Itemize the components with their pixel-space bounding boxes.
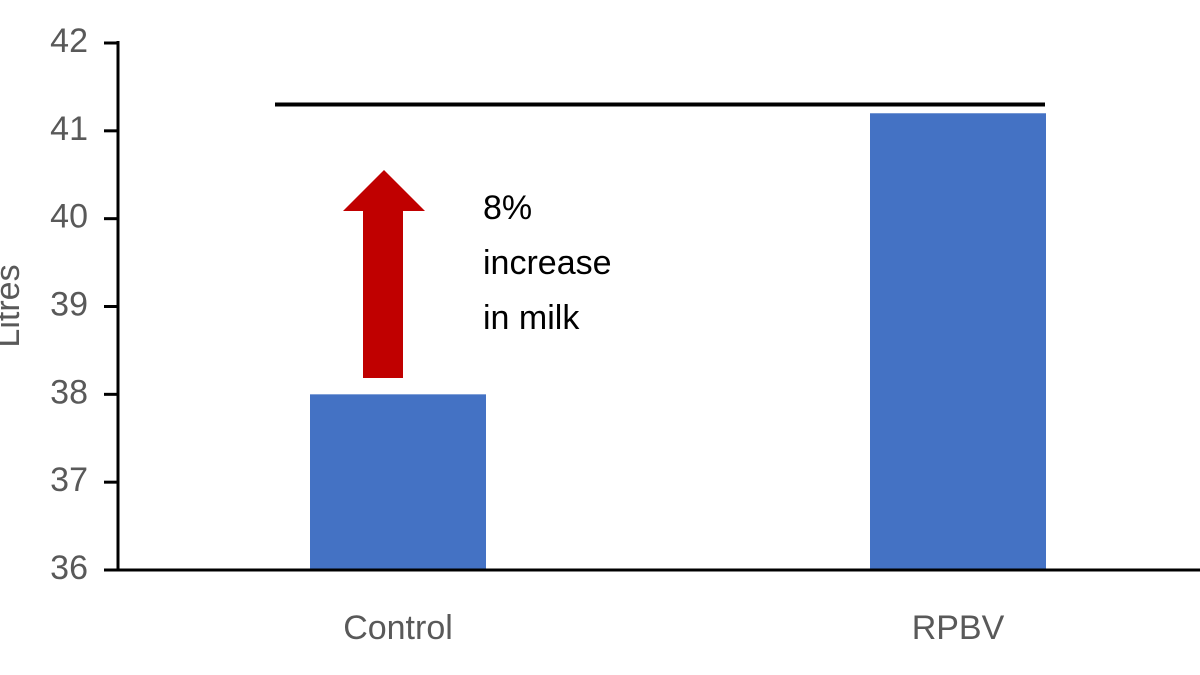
y-axis-label: Litres — [0, 264, 27, 347]
y-tick-label: 41 — [50, 110, 88, 148]
bar — [870, 113, 1046, 571]
bar — [310, 394, 486, 570]
x-tick-label: Control — [343, 609, 453, 647]
y-tick-label: 36 — [50, 549, 88, 587]
y-tick-label: 37 — [50, 461, 88, 499]
y-tick-label: 39 — [50, 285, 88, 323]
y-tick-label: 38 — [50, 373, 88, 411]
y-tick-label: 40 — [50, 198, 88, 236]
annotation-line: 8% — [483, 189, 532, 227]
x-tick-label: RPBV — [912, 609, 1005, 647]
annotation-line: in milk — [483, 299, 580, 337]
annotation-line: increase — [483, 244, 612, 282]
annotation: 8% increase in milk — [483, 189, 612, 337]
y-tick-label: 42 — [50, 22, 88, 60]
increase-arrow — [343, 170, 425, 378]
